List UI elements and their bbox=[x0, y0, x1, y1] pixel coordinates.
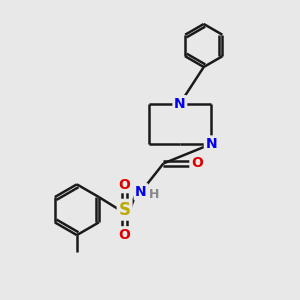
Text: O: O bbox=[119, 228, 130, 242]
Text: O: O bbox=[191, 156, 203, 170]
Text: N: N bbox=[206, 137, 217, 151]
Text: N: N bbox=[174, 97, 186, 111]
Text: N: N bbox=[135, 185, 147, 199]
Text: H: H bbox=[148, 188, 159, 201]
Text: O: O bbox=[119, 178, 130, 192]
Text: S: S bbox=[118, 201, 130, 219]
